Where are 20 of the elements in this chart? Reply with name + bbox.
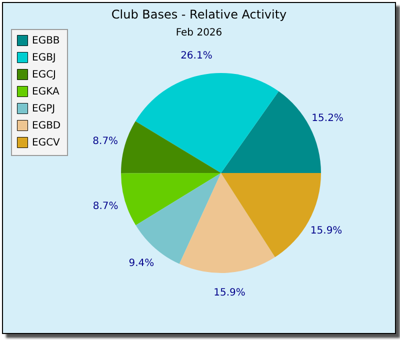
legend-label: EGPJ bbox=[32, 104, 56, 114]
legend-label: EGCJ bbox=[32, 70, 56, 80]
pie-slice bbox=[121, 121, 221, 174]
data-label: 9.4% bbox=[128, 258, 154, 269]
pie-slice bbox=[179, 173, 276, 273]
data-label: 8.7% bbox=[92, 136, 118, 147]
legend-label: EGKA bbox=[32, 86, 60, 98]
chart-subtitle: Feb 2026 bbox=[176, 28, 222, 38]
data-label: 8.7% bbox=[92, 200, 118, 212]
legend-label: EGCV bbox=[32, 138, 60, 148]
pie-slice bbox=[135, 73, 279, 173]
legend-label: EGBJ bbox=[32, 52, 56, 64]
legend-label: EGBD bbox=[32, 120, 61, 132]
data-label: 26.1% bbox=[180, 50, 212, 62]
chart-title: Club Bases - Relative Activity bbox=[111, 8, 287, 22]
legend-label: EGBB bbox=[32, 36, 60, 46]
data-label: 15.9% bbox=[214, 288, 246, 299]
data-label: 15.9% bbox=[310, 226, 342, 237]
pie-slice bbox=[121, 173, 221, 226]
data-label: 15.2% bbox=[312, 112, 344, 124]
